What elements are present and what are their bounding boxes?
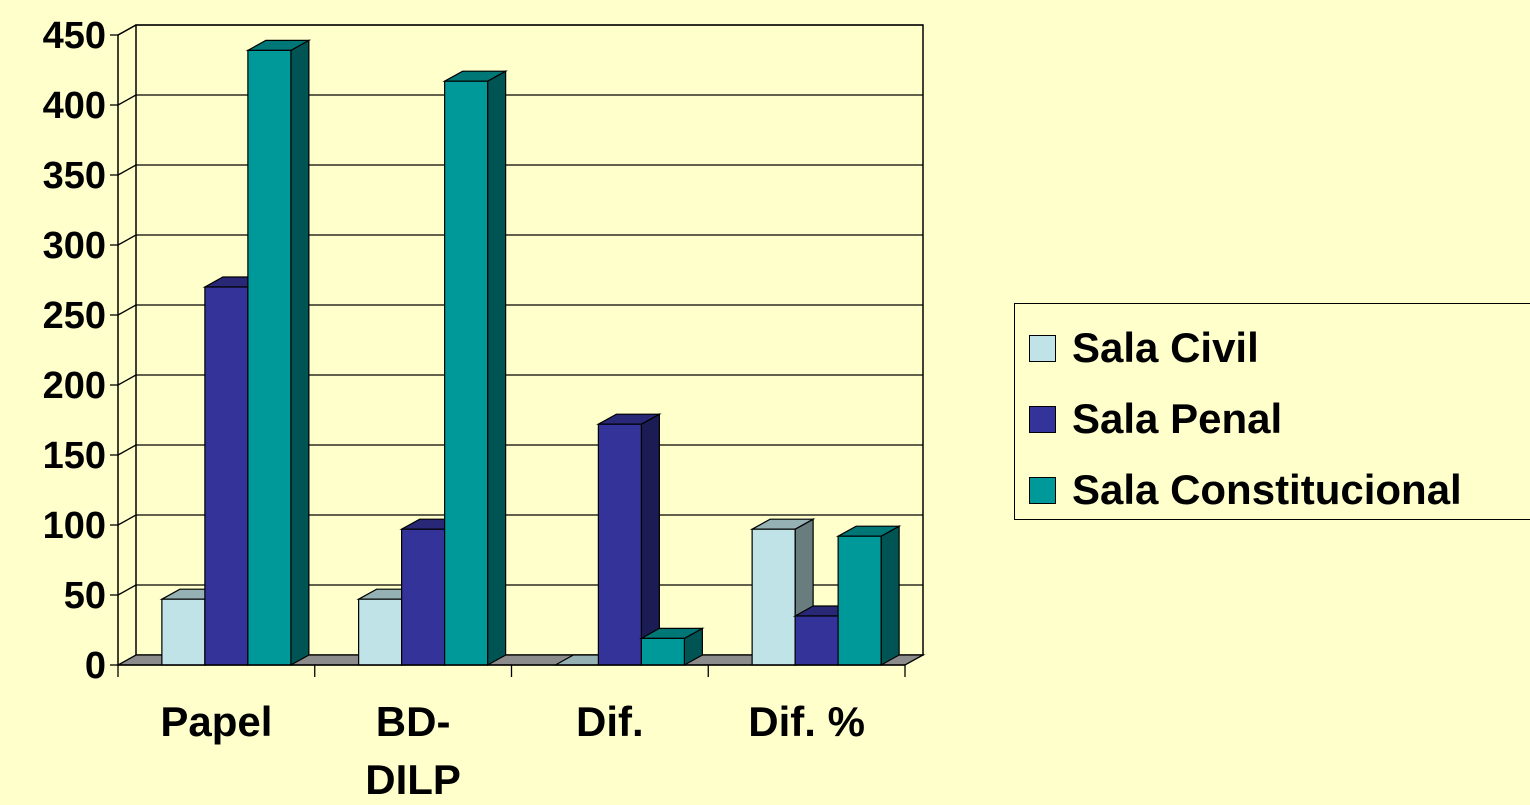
bar-sala-constitucional-bd-dilp	[444, 80, 489, 666]
legend-item-sala-constitucional: Sala Constitucional	[1029, 466, 1462, 513]
x-tick-label-dif: Dif. %	[748, 698, 865, 745]
bar-sala-constitucional-bd-dilp-side	[487, 70, 507, 667]
bar-sala-constitucional-papel-side	[290, 39, 310, 667]
legend-item-sala-civil: Sala Civil	[1029, 324, 1259, 371]
x-tick-label-papel: Papel	[160, 698, 272, 745]
bar-sala-penal-dif	[597, 423, 642, 666]
y-tick-label-50: 50	[64, 575, 106, 617]
y-tick-label-0: 0	[85, 645, 106, 687]
y-tick-label-250: 250	[43, 295, 106, 337]
legend: Sala Civil Sala Penal Sala Constituciona…	[1014, 303, 1530, 520]
legend-item-sala-penal: Sala Penal	[1029, 395, 1283, 442]
gridline-side-150	[117, 444, 137, 456]
y-axis-top-edge	[117, 24, 137, 36]
bar-sala-constitucional-dif	[837, 535, 882, 666]
bar-sala-penal-dif	[794, 615, 839, 666]
bar-chart: 0 50 100 150 200 250 300 350 400 450 Papel BD- DILP D…	[43, 15, 926, 803]
bar-sala-penal-papel	[204, 286, 249, 666]
gridline-side-100	[117, 514, 137, 526]
legend-label-sala-civil: Sala Civil	[1072, 324, 1259, 371]
gridline-side-50	[117, 584, 137, 596]
bar-sala-penal-bd-dilp	[401, 528, 446, 666]
y-tick-label-200: 200	[43, 365, 106, 407]
legend-label-sala-penal: Sala Penal	[1072, 395, 1283, 442]
legend-swatch-sala-constitucional	[1029, 476, 1056, 504]
gridline-side-350	[117, 164, 137, 176]
bar-sala-penal-dif-side	[640, 413, 660, 667]
legend-label-sala-constitucional: Sala Constitucional	[1072, 466, 1462, 513]
gridline-side-400	[117, 94, 137, 106]
bar-sala-civil-bd-dilp	[358, 598, 403, 666]
y-tick-label-150: 150	[43, 435, 106, 477]
legend-swatch-sala-civil	[1029, 334, 1056, 362]
y-tick-label-100: 100	[43, 505, 106, 547]
x-tick-label-bd-dilp-line-0: BD-	[376, 698, 451, 745]
y-tick-label-450: 450	[43, 15, 106, 57]
bar-sala-civil-papel	[161, 598, 206, 666]
y-tick-label-400: 400	[43, 85, 106, 127]
x-tick-label-bd-dilp-line-1: DILP	[365, 756, 461, 800]
bar-sala-civil-dif	[751, 528, 796, 666]
x-tick-label-dif: Dif.	[576, 698, 644, 745]
gridline-side-300	[117, 234, 137, 246]
bar-sala-constitucional-papel	[247, 49, 292, 666]
bar-sala-constitucional-dif	[640, 637, 685, 666]
bar-sala-constitucional-dif-side	[880, 525, 900, 667]
legend-swatch-sala-penal	[1029, 405, 1056, 433]
y-tick-label-350: 350	[43, 155, 106, 197]
gridline-side-250	[117, 304, 137, 316]
gridline-side-200	[117, 374, 137, 386]
y-tick-label-300: 300	[43, 225, 106, 267]
